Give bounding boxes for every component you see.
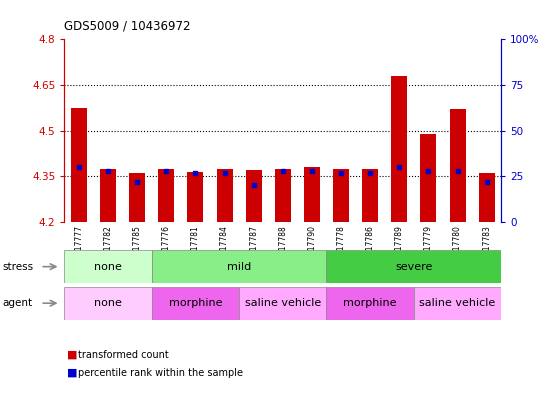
Text: none: none — [94, 298, 122, 308]
Bar — [71, 108, 87, 222]
FancyBboxPatch shape — [326, 250, 501, 283]
FancyBboxPatch shape — [152, 250, 326, 283]
Text: saline vehicle: saline vehicle — [245, 298, 321, 308]
FancyBboxPatch shape — [326, 287, 414, 320]
Bar — [217, 169, 232, 222]
Text: agent: agent — [3, 298, 33, 308]
Bar — [333, 169, 349, 222]
Bar — [129, 173, 145, 222]
Text: none: none — [94, 262, 122, 272]
FancyBboxPatch shape — [239, 287, 326, 320]
FancyBboxPatch shape — [64, 250, 152, 283]
Bar — [304, 167, 320, 222]
Text: morphine: morphine — [343, 298, 397, 308]
Text: severe: severe — [395, 262, 432, 272]
FancyBboxPatch shape — [152, 287, 239, 320]
Bar — [188, 172, 203, 222]
Bar — [158, 169, 174, 222]
Text: mild: mild — [227, 262, 251, 272]
Bar — [450, 109, 465, 222]
Bar — [391, 76, 407, 222]
Text: ■: ■ — [67, 350, 78, 360]
Text: saline vehicle: saline vehicle — [419, 298, 496, 308]
Text: transformed count: transformed count — [78, 350, 169, 360]
Text: ■: ■ — [67, 367, 78, 378]
Bar — [362, 169, 378, 222]
Text: percentile rank within the sample: percentile rank within the sample — [78, 367, 244, 378]
FancyBboxPatch shape — [64, 287, 152, 320]
Text: stress: stress — [3, 262, 34, 272]
Bar — [100, 169, 116, 222]
Text: morphine: morphine — [169, 298, 222, 308]
Bar — [421, 134, 436, 222]
FancyBboxPatch shape — [414, 287, 501, 320]
Text: GDS5009 / 10436972: GDS5009 / 10436972 — [64, 20, 191, 33]
Bar — [479, 173, 494, 222]
Bar — [246, 170, 262, 222]
Bar — [275, 169, 291, 222]
